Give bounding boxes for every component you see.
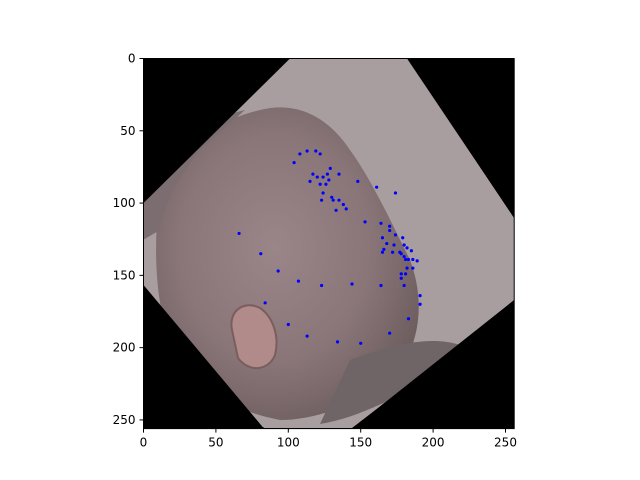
photo-shoulder [320,340,460,424]
scatter-point [415,259,419,263]
scatter-point [393,233,398,237]
scatter-point [402,243,406,247]
scatter-point [356,179,360,183]
scatter-point [337,172,341,176]
scatter-point [315,175,319,179]
scatter-point [399,276,403,280]
scatter-point [402,254,406,259]
scatter-point [403,257,408,262]
scatter-point [390,250,395,254]
corner-top-right [407,58,515,218]
scatter-point [405,266,409,270]
x-tick-label: 150 [349,436,372,450]
scatter-point [263,301,267,305]
scatter-point [380,236,385,240]
scatter-point [341,202,345,207]
scatter-point [399,252,403,256]
scatter-point [418,293,422,298]
y-tick-label: 0 [128,52,136,66]
scatter-point [382,247,386,251]
scatter-point [327,178,331,182]
scatter-point [393,191,398,195]
scatter-point [379,283,383,288]
scatter-point [331,198,335,202]
scatter-point [276,269,280,273]
x-tick-label: 200 [422,436,445,450]
scatter-point [406,317,411,321]
scatter-point [298,152,302,156]
scatter-point [399,272,403,276]
scatter-point [350,282,354,286]
y-tick-label: 250 [113,413,136,427]
scatter-point [388,331,392,335]
scatter-point [403,272,408,276]
scatter-point [320,283,324,288]
scatter-point [305,334,309,338]
scatter-point [402,283,406,288]
scatter-point [388,228,392,233]
corner-bottom-left [143,285,264,429]
scatter-point [311,172,315,176]
scatter-point [330,195,334,199]
photo-head [156,107,419,420]
scatter-point [324,182,328,186]
scatter-point [405,246,409,250]
scatter-point [286,322,290,327]
x-tick-label: 250 [494,436,517,450]
y-tick-label: 50 [120,124,135,138]
y-axis: 0 50 100 150 200 250 [113,52,144,427]
x-axis: 0 50 100 150 200 250 [140,428,517,450]
scatter-point [409,249,413,253]
scatter-point [344,207,348,211]
y-tick-label: 100 [113,196,136,210]
corner-top-left [143,58,290,203]
scatter-point [325,172,330,176]
scatter-point [320,198,324,202]
axes-frame [143,58,515,430]
scatter-point [375,185,379,189]
photo-ear [230,304,278,370]
scatter-point [379,221,383,225]
scatter-point [305,149,309,153]
scatter-point [388,224,392,228]
scatter-point [321,175,325,179]
scatter-point [392,243,396,247]
plot-area [143,58,515,430]
y-tick-label: 150 [113,268,136,282]
scatter-point [308,179,312,183]
scatter-point [337,198,341,202]
scatter-point [385,241,389,246]
scatter-point [328,166,332,170]
scatter-point [318,152,322,156]
y-tick-label: 200 [113,341,136,355]
x-tick-label: 100 [277,436,300,450]
scatter-point [292,160,296,165]
scatter-point [418,302,422,306]
x-tick-label: 0 [140,436,148,450]
scatter-point [334,208,338,212]
scatter-point [335,340,340,344]
scatter-point [363,220,367,224]
scatter-point [296,279,301,283]
scatter-point [321,191,325,195]
scatter-point [314,149,318,153]
scatter-point [401,236,405,240]
x-tick-label: 50 [208,436,223,450]
scatter-point [259,252,263,256]
scatter-point [411,257,415,262]
scatter-point [359,341,363,345]
scatter-point [380,250,385,254]
scatter-point [237,231,241,236]
scatter-point [411,266,415,270]
scatter-points [237,149,422,345]
corner-bottom-right [352,300,515,429]
scatter-point [318,182,322,186]
scatter-point [406,257,411,262]
